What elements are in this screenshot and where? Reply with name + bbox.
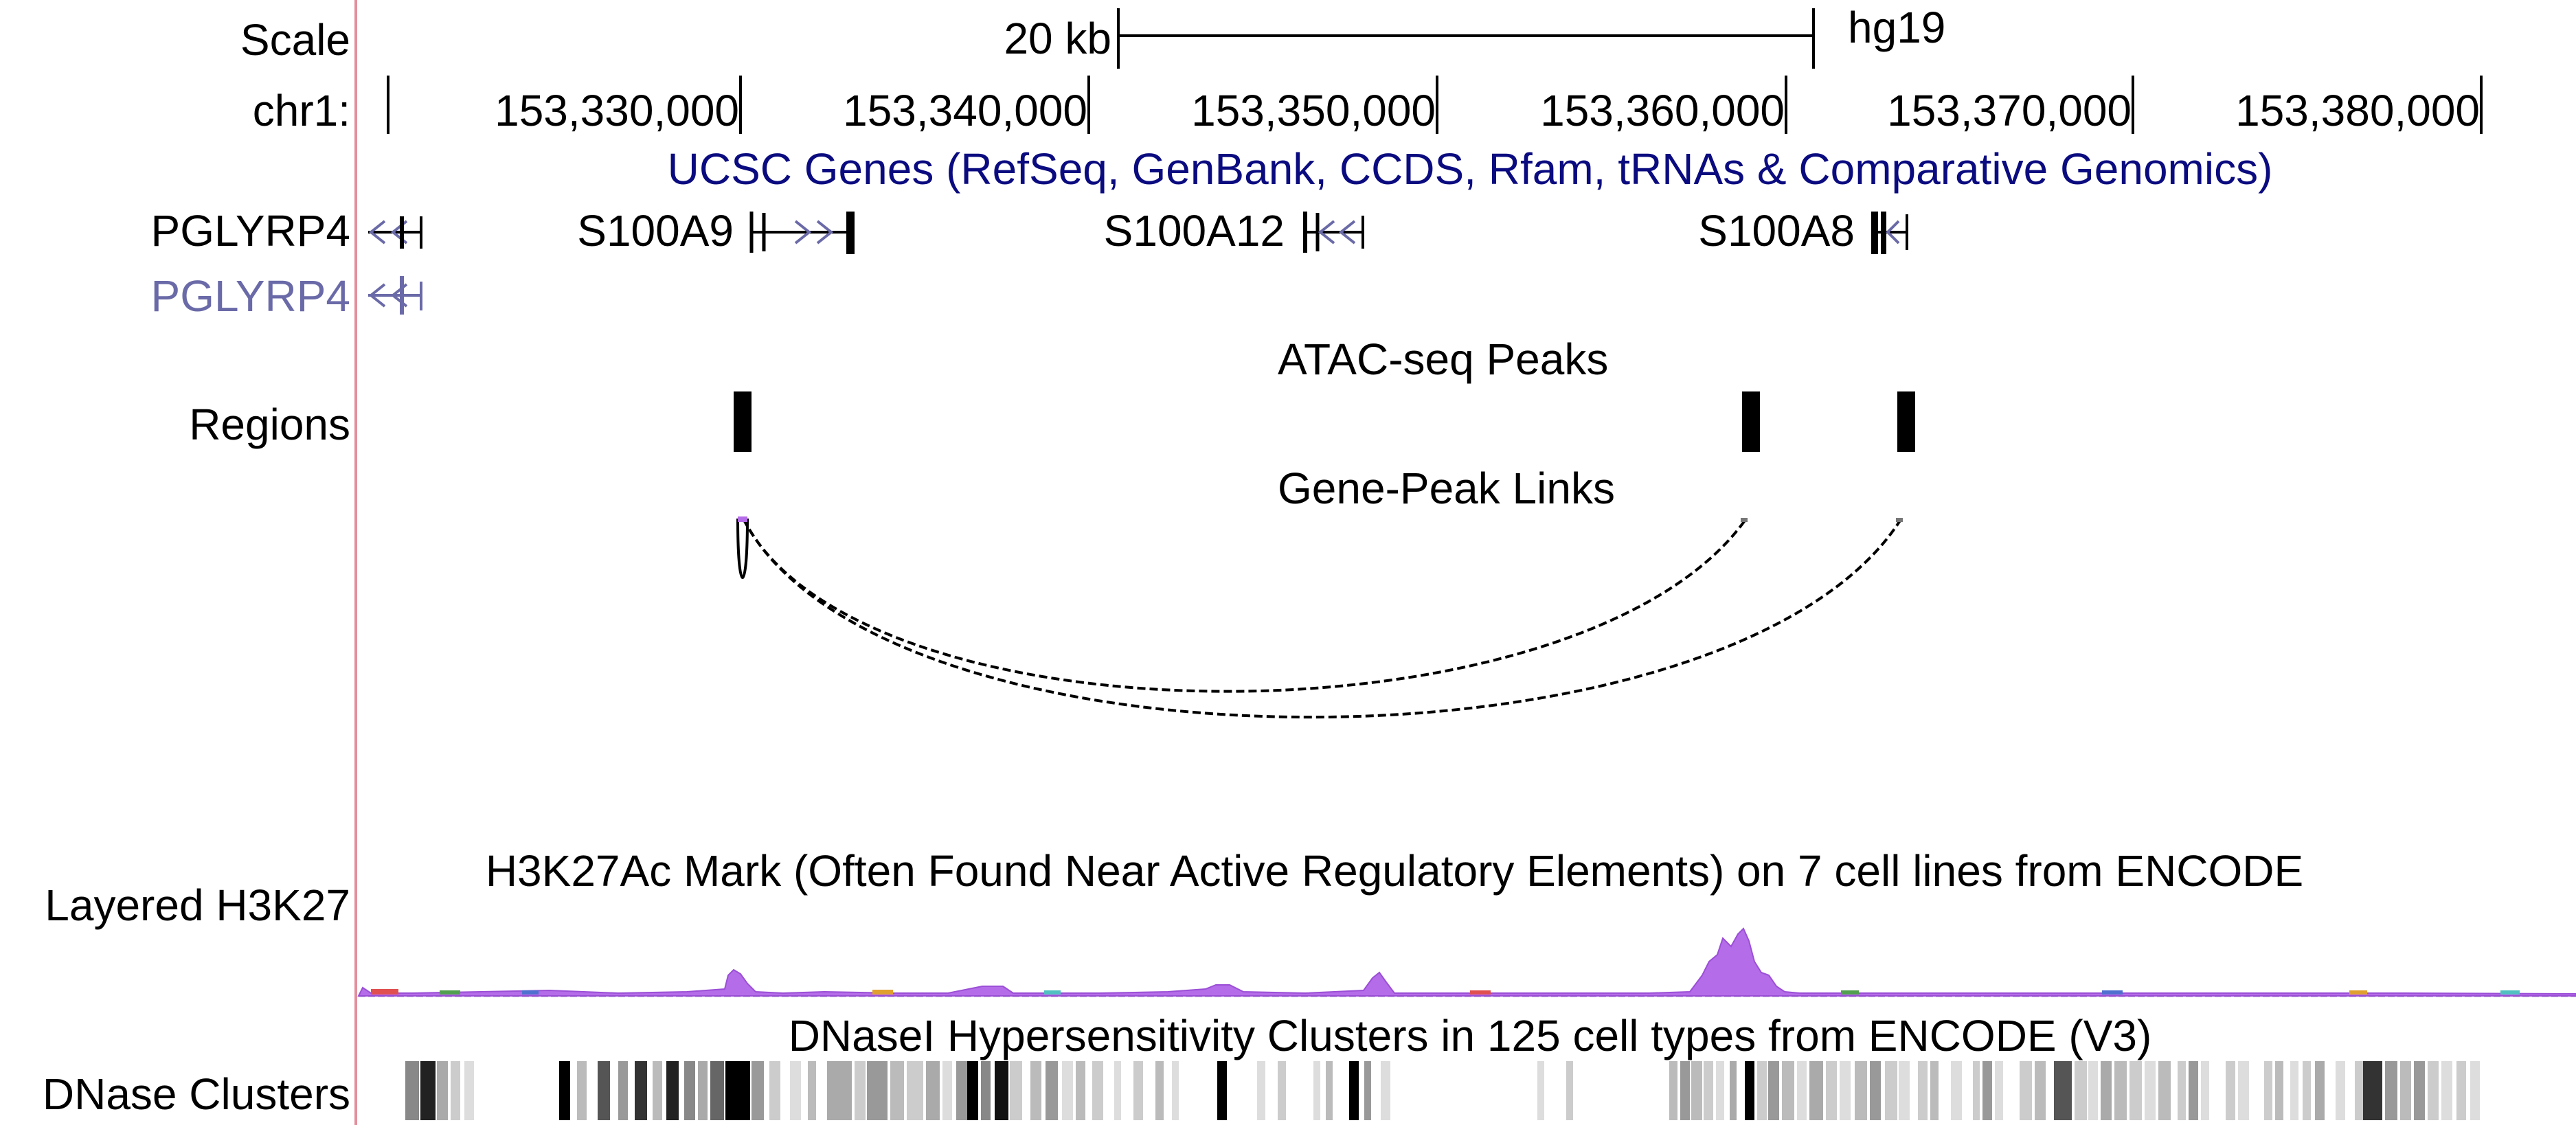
dnase-track-label: DNase Clusters [43,1069,350,1119]
gene-model-s100a8[interactable] [1871,212,1908,254]
ruler-tick-label: 153,340,000 [843,86,1087,135]
ruler-ticks [387,76,2483,134]
gene-label-s100a9[interactable]: S100A9 [577,206,734,255]
h3k27-signal[interactable] [357,927,2576,997]
h3k27-track-title[interactable]: H3K27Ac Mark (Often Found Near Active Re… [486,846,2303,896]
assembly-label: hg19 [1848,3,1945,52]
ruler-tick-label: 153,380,000 [2235,86,2480,135]
gene-peak-link [742,518,1901,719]
dnase-track-title[interactable]: DNaseI Hypersensitivity Clusters in 125 … [789,1011,2152,1060]
ruler-tick-label: 153,360,000 [1540,86,1785,135]
ruler-tick-label: 153,330,000 [495,86,739,135]
self-link-loop [736,518,749,580]
links-track-title[interactable]: Gene-Peak Links [1278,464,1615,513]
gene-label-pglyrp4[interactable]: PGLYRP4 [151,206,351,255]
gene-peak-link [742,518,1746,693]
atac-track-label: Regions [189,400,350,449]
ruler-tick-label: 153,350,000 [1191,86,1436,135]
gene-model-s100a12[interactable] [1303,212,1364,253]
atac-track-title[interactable]: ATAC-seq Peaks [1278,334,1608,384]
atac-peak[interactable] [1742,391,1760,452]
atac-peak[interactable] [734,391,752,452]
h3k27-noise [371,989,2520,995]
scale-label: Scale [240,15,350,65]
ruler-tick-label: 153,370,000 [1887,86,2132,135]
gene-peak-links[interactable] [736,516,1903,719]
h3k27-track-label: Layered H3K27 [45,880,350,930]
scale-bar-label: 20 kb [1004,14,1111,63]
gene-model-s100a9[interactable] [749,212,855,254]
atac-peak[interactable] [1897,391,1915,452]
gene-model-pglyrp4[interactable] [368,216,422,249]
gene-label-pglyrp4-alt[interactable]: PGLYRP4 [151,271,351,321]
gene-model-pglyrp4-alt[interactable] [368,276,422,315]
scale-bar [1117,8,1815,69]
gene-label-s100a8[interactable]: S100A8 [1698,206,1855,255]
gene-label-s100a12[interactable]: S100A12 [1104,206,1285,255]
dnase-clusters[interactable] [405,1061,2480,1120]
genes-track-title[interactable]: UCSC Genes (RefSeq, GenBank, CCDS, Rfam,… [668,144,2273,194]
chrom-label: chr1: [253,86,350,135]
